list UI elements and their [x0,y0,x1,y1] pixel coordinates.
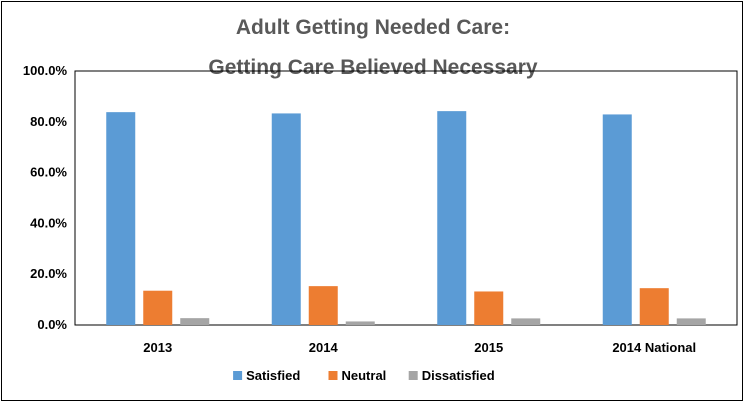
bar-neutral-0 [143,290,173,325]
bar-dissatisfied-1 [345,321,375,325]
legend-swatch-dissatisfied [408,371,418,380]
x-category-label: 2013 [143,340,172,355]
bar-satisfied-0 [106,112,136,325]
y-tick-label: 0.0% [37,317,67,332]
y-tick-label: 40.0% [30,215,67,230]
plot-area-border [74,70,738,326]
y-axis-ticks: 0.0% 20.0% 40.0% 60.0% 80.0% 100.0% [23,63,68,332]
y-tick-label: 20.0% [30,266,67,281]
x-axis-labels: 2013 2014 2015 2014 National [143,340,696,355]
bar-satisfied-1 [271,113,301,325]
x-category-label: 2014 [309,340,339,355]
y-tick-label: 60.0% [30,165,67,180]
bar-dissatisfied-0 [180,318,210,325]
y-tick-label: 100.0% [23,63,68,78]
legend: Satisfied Neutral Dissatisfied [233,368,495,383]
bar-satisfied-2 [437,111,467,326]
legend-label-satisfied: Satisfied [246,368,300,383]
y-tick-label: 80.0% [30,114,67,129]
bar-dissatisfied-2 [511,318,541,325]
chart-title-line-1: Adult Getting Needed Care: [236,16,510,39]
chart-title-line-2: Getting Care Believed Necessary [208,56,537,79]
bar-satisfied-3 [602,114,632,326]
bar-neutral-1 [308,286,338,325]
x-category-label: 2015 [474,340,503,355]
bars [106,111,706,326]
legend-label-neutral: Neutral [342,368,387,383]
bar-neutral-2 [474,291,504,325]
x-category-label: 2014 National [612,340,696,355]
bar-dissatisfied-3 [676,318,706,325]
bar-neutral-3 [639,288,669,325]
legend-swatch-satisfied [233,371,243,380]
legend-swatch-neutral [328,371,338,380]
legend-label-dissatisfied: Dissatisfied [422,368,495,383]
